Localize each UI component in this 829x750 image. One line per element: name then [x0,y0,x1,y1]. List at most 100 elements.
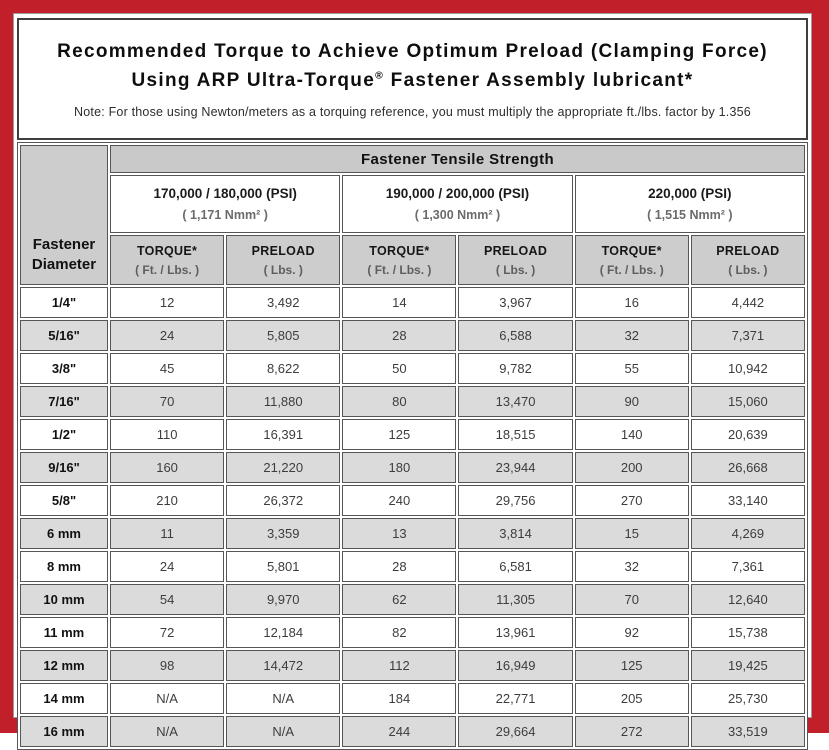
preload-cell: N/A [226,683,341,714]
preload-cell: 4,269 [690,518,805,549]
torque-cell: 112 [342,650,457,681]
torque-cell: 11 [110,518,225,549]
nmm-label: ( 1,171 Nmm² ) [182,208,268,222]
preload-cell: 11,880 [226,386,341,417]
preload-cell: 15,060 [690,386,805,417]
preload-cell: 13,470 [458,386,573,417]
torque-cell: 15 [574,518,689,549]
table-row: 5/16" 24 5,805 28 6,588 32 7,371 [20,320,805,351]
torque-cell: 32 [574,320,689,351]
torque-cell: 110 [110,419,225,450]
preload-cell: 5,805 [226,320,341,351]
torque-cell: 90 [574,386,689,417]
note-text: Note: For those using Newton/meters as a… [74,105,751,119]
table-row: 1/4" 12 3,492 14 3,967 16 4,442 [20,287,805,318]
table-row: 16 mm N/A N/A 244 29,664 272 33,519 [20,716,805,747]
torque-cell: 28 [342,551,457,582]
torque-cell: 98 [110,650,225,681]
torque-column-header: TORQUE* ( Ft. / Lbs. ) [110,235,225,285]
torque-cell: 12 [110,287,225,318]
diameter-cell: 5/16" [20,320,108,351]
torque-table: Fastener Diameter Fastener Tensile Stren… [17,142,808,750]
preload-cell: 7,361 [690,551,805,582]
torque-cell: N/A [110,683,225,714]
preload-cell: 15,738 [690,617,805,648]
preload-cell: 23,944 [458,452,573,483]
diameter-cell: 7/16" [20,386,108,417]
preload-cell: 3,814 [458,518,573,549]
preload-cell: 5,801 [226,551,341,582]
torque-cell: 125 [342,419,457,450]
torque-cell: 70 [110,386,225,417]
table-row: 3/8" 45 8,622 50 9,782 55 10,942 [20,353,805,384]
diameter-cell: 6 mm [20,518,108,549]
preload-cell: 16,391 [226,419,341,450]
preload-cell: 14,472 [226,650,341,681]
preload-cell: 3,967 [458,287,573,318]
torque-cell: 140 [574,419,689,450]
torque-cell: 16 [574,287,689,318]
preload-cell: 6,588 [458,320,573,351]
diameter-cell: 14 mm [20,683,108,714]
diameter-cell: 1/2" [20,419,108,450]
preload-cell: 33,140 [690,485,805,516]
preload-cell: 18,515 [458,419,573,450]
preload-cell: 8,622 [226,353,341,384]
torque-cell: 240 [342,485,457,516]
preload-cell: 9,782 [458,353,573,384]
torque-cell: 24 [110,551,225,582]
torque-cell: 14 [342,287,457,318]
diameter-cell: 10 mm [20,584,108,615]
torque-cell: 50 [342,353,457,384]
psi-label: 220,000 (PSI) [648,186,732,201]
torque-cell: 32 [574,551,689,582]
registered-mark: ® [375,70,385,82]
table-row: 6 mm 11 3,359 13 3,814 15 4,269 [20,518,805,549]
torque-cell: 54 [110,584,225,615]
preload-cell: 12,184 [226,617,341,648]
preload-cell: 6,581 [458,551,573,582]
preload-cell: N/A [226,716,341,747]
preload-cell: 22,771 [458,683,573,714]
preload-cell: 25,730 [690,683,805,714]
preload-cell: 33,519 [690,716,805,747]
nmm-label: ( 1,300 Nmm² ) [414,208,501,222]
psi-header-row: 170,000 / 180,000 (PSI) ( 1,171 Nmm² ) 1… [20,175,805,233]
preload-cell: 3,359 [226,518,341,549]
preload-column-header: PRELOAD ( Lbs. ) [690,235,805,285]
torque-column-header: TORQUE* ( Ft. / Lbs. ) [342,235,457,285]
table-row: 10 mm 54 9,970 62 11,305 70 12,640 [20,584,805,615]
preload-cell: 9,970 [226,584,341,615]
torque-cell: N/A [110,716,225,747]
torque-cell: 200 [574,452,689,483]
preload-cell: 21,220 [226,452,341,483]
diameter-cell: 8 mm [20,551,108,582]
diameter-cell: 1/4" [20,287,108,318]
tensile-header-row: Fastener Diameter Fastener Tensile Stren… [20,145,805,285]
torque-cell: 270 [574,485,689,516]
table-row: 8 mm 24 5,801 28 6,581 32 7,361 [20,551,805,582]
page-title: Recommended Torque to Achieve Optimum Pr… [27,38,798,95]
preload-cell: 13,961 [458,617,573,648]
table-row: 1/2" 110 16,391 125 18,515 140 20,639 [20,419,805,450]
preload-cell: 3,492 [226,287,341,318]
preload-column-header: PRELOAD ( Lbs. ) [458,235,573,285]
torque-cell: 24 [110,320,225,351]
torque-cell: 55 [574,353,689,384]
psi-label: 190,000 / 200,000 (PSI) [385,186,530,201]
torque-cell: 13 [342,518,457,549]
torque-cell: 180 [342,452,457,483]
title-line2: Using ARP Ultra-Torque® Fastener Assembl… [131,69,694,91]
torque-cell: 184 [342,683,457,714]
torque-cell: 80 [342,386,457,417]
nmm-label: ( 1,515 Nmm² ) [647,208,733,222]
title-box: Recommended Torque to Achieve Optimum Pr… [17,18,808,140]
table-row: 14 mm N/A N/A 184 22,771 205 25,730 [20,683,805,714]
diameter-cell: 16 mm [20,716,108,747]
preload-column-header: PRELOAD ( Lbs. ) [226,235,341,285]
torque-cell: 62 [342,584,457,615]
preload-cell: 10,942 [690,353,805,384]
torque-cell: 28 [342,320,457,351]
